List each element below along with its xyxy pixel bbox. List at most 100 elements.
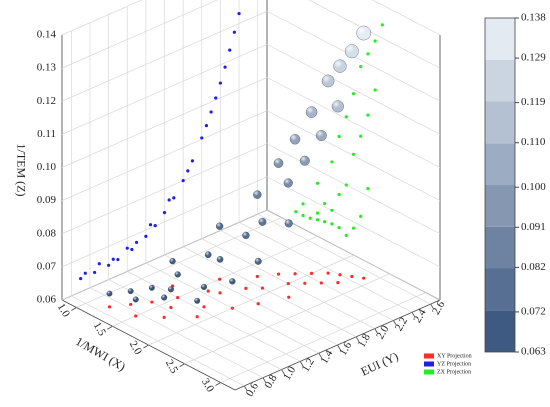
grid-line [89, 287, 264, 379]
tick-mark [318, 352, 323, 359]
zx-projection-point [315, 211, 320, 215]
grid-line [164, 254, 338, 346]
bubble [216, 256, 224, 263]
xy-projection-point [303, 281, 307, 285]
bubble [169, 258, 176, 265]
xy-projection-point [287, 295, 291, 299]
bubble-shine [258, 218, 267, 226]
xy-projection-point [362, 276, 366, 280]
yz-projection-point [167, 198, 171, 202]
tick-mark [430, 303, 435, 310]
bubble-shine [284, 219, 293, 228]
zx-projection-point [344, 233, 348, 237]
bubble-shine [306, 106, 318, 118]
bubble-shine [201, 284, 207, 290]
yz-projection-point [232, 30, 236, 34]
bubble-shine [242, 231, 250, 239]
bubble [258, 217, 267, 226]
bubble-shine [168, 286, 174, 293]
zx-projection-point [359, 134, 363, 138]
yz-projection-point [97, 262, 101, 266]
y-tick-label: 1.2 [300, 356, 317, 374]
bubble [289, 134, 301, 145]
tick-mark [262, 377, 267, 383]
bubble-shine [332, 100, 344, 113]
zx-projection-point [351, 152, 356, 156]
x-axis-label: 1/MWI (X) [73, 334, 128, 374]
zx-projection-point [330, 208, 334, 212]
tick-mark [243, 385, 248, 392]
tick-mark [393, 320, 397, 326]
bubble-shine [149, 285, 155, 291]
z-tick-label: 0.13 [37, 62, 57, 74]
tick-mark [107, 325, 113, 330]
bubble [215, 222, 224, 230]
tick-mark [179, 363, 185, 368]
xy-projection-point [107, 305, 112, 309]
xy-projection-point [338, 273, 342, 277]
bubble-shine [299, 155, 310, 166]
bubble-shine [229, 278, 236, 285]
grid-line [71, 295, 245, 387]
bubble [333, 59, 347, 73]
bubble [254, 257, 262, 265]
zx-projection-point [337, 226, 341, 230]
bubble-shine [205, 251, 212, 258]
bubble-shine [253, 190, 262, 199]
colorbar-label: 0.100 [521, 181, 546, 193]
zx-projection-point [301, 202, 305, 206]
yz-projection-point [228, 48, 232, 52]
zx-projection-point [359, 214, 363, 218]
zx-projection-point [359, 65, 363, 69]
xy-projection-point [309, 271, 314, 276]
bubble [174, 271, 181, 278]
bubble-shine [216, 222, 224, 230]
bubble-shine [127, 288, 134, 294]
y-tick-label: 0.6 [244, 380, 262, 398]
yz-projection-point [148, 223, 153, 227]
xy-projection-point [336, 281, 340, 285]
y-tick-label: 2.6 [430, 299, 448, 317]
bubble-shine [132, 296, 139, 303]
bubble [161, 294, 168, 301]
yz-projection-point [144, 234, 148, 238]
xy-projection-point [195, 315, 199, 319]
bubble-shine [333, 59, 347, 73]
y-tick-label: 2.4 [411, 307, 429, 325]
colorbar-frame [484, 17, 516, 353]
colorbar-segment [485, 143, 515, 185]
zx-projection-point [337, 134, 341, 139]
xy-projection-point [286, 282, 290, 286]
xy-projection-point [256, 302, 260, 306]
z-tick-label: 0.07 [37, 260, 57, 272]
legend-label: ZX Projection [437, 369, 471, 375]
colorbar-label: 0.138 [521, 12, 546, 24]
yz-projection-point [134, 240, 139, 245]
tick-mark [337, 344, 341, 351]
yz-projection-point [130, 247, 134, 252]
yz-projection-point [237, 11, 241, 16]
zx-projection-point [330, 222, 334, 226]
bubble [204, 251, 212, 259]
grid-line [308, 0, 441, 69]
bubble-shine [283, 178, 293, 188]
zx-projection-point [294, 210, 298, 214]
yz-projection-point [204, 124, 209, 128]
tick-mark [299, 361, 304, 367]
zx-projection-point [351, 226, 356, 230]
yz-projection-point [223, 65, 227, 69]
y-tick-label: 0.8 [262, 372, 280, 390]
grid-line [266, 143, 441, 235]
colorbar-segment [485, 101, 515, 144]
bubble-shine [169, 258, 176, 265]
bubble [299, 155, 310, 166]
zx-projection-point [330, 160, 334, 164]
zx-projection-point [344, 115, 348, 119]
bubble [321, 74, 335, 88]
bubble [344, 44, 359, 59]
yz-projection-point [93, 270, 97, 275]
tick-mark [71, 307, 77, 311]
bubble [284, 219, 293, 228]
yz-projection-point [153, 224, 157, 228]
grid-line [266, 176, 441, 268]
